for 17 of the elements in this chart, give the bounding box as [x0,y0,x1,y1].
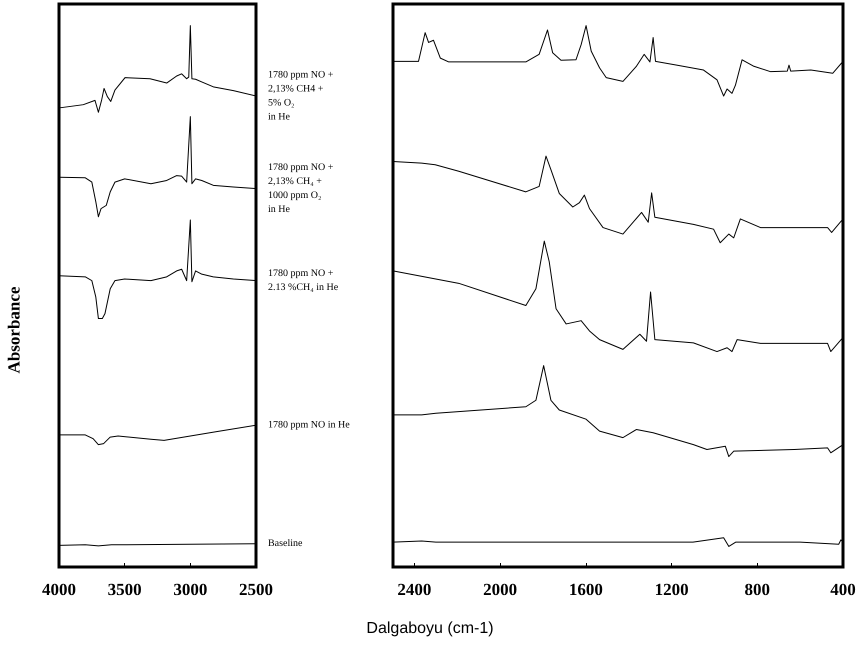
series-label: 1780 ppm NO + 2.13 %CH₄ in He [268,268,339,294]
x-tick-label: 400 [830,580,856,599]
x-tick-label: 3500 [108,580,142,599]
x-tick-label: 4000 [42,580,76,599]
x-tick-label: 1200 [654,580,689,599]
series-label: 1780 ppm NO + 2,13% CH4 + 5% O₂ in He [268,70,334,123]
x-tick-label: 2500 [239,580,273,599]
x-tick-label: 1600 [568,580,603,599]
series-label: 1780 ppm NO in He [268,420,350,431]
x-tick-label: 800 [744,580,770,599]
y-axis-title: Absorbance [4,286,24,374]
x-tick-label: 2400 [397,580,432,599]
series-label: Baseline [268,538,303,550]
series-label: 1780 ppm NO + 2,13% CH₄ + 1000 ppm O₂ in He [268,162,334,216]
text: Dalgaboyu (cm-1) [365,620,495,638]
x-tick-label: 2000 [483,580,518,599]
x-tick-label: 3000 [173,580,208,599]
